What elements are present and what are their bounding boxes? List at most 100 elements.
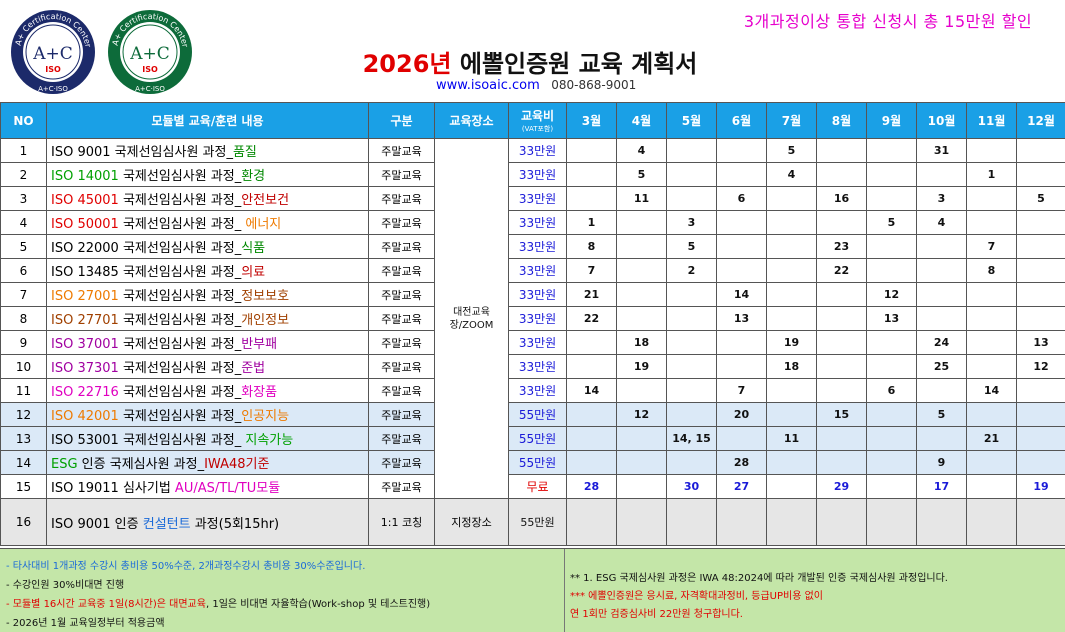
month-date: 22 bbox=[816, 258, 867, 283]
month-date bbox=[716, 426, 767, 451]
course-type: 주말교육 bbox=[368, 306, 435, 331]
month-date bbox=[1016, 282, 1065, 307]
row-number: 3 bbox=[0, 186, 47, 211]
month-date bbox=[1016, 498, 1065, 546]
note-line: - 2026년 1월 교육일정부터 적용금액 bbox=[6, 618, 165, 629]
col-month: 6월 bbox=[716, 102, 767, 139]
table-row: 8 ISO 27701 국제선임심사원 과정_개인정보 주말교육 33만원 22 13 13 bbox=[0, 306, 1065, 331]
website-link[interactable]: www.isoaic.com bbox=[436, 78, 540, 93]
month-date bbox=[966, 450, 1017, 475]
course-name: ISO 19011 심사기법 AU/AS/TL/TU모듈 bbox=[46, 474, 369, 499]
course-code: ISO 50001 bbox=[51, 217, 119, 232]
col-month: 12월 bbox=[1016, 102, 1065, 139]
course-code: ISO 22716 bbox=[51, 385, 119, 400]
phone-number: 080-868-9001 bbox=[551, 78, 637, 92]
month-date bbox=[566, 330, 617, 355]
course-type: 주말교육 bbox=[368, 210, 435, 235]
course-type: 주말교육 bbox=[368, 162, 435, 187]
note-line: - 수강인원 30%비대면 진행 bbox=[6, 580, 125, 591]
table-row: 5 ISO 22000 국제선임심사원 과정_식품 주말교육 33만원 8 5 23 7 bbox=[0, 234, 1065, 259]
month-date: 21 bbox=[566, 282, 617, 307]
month-date bbox=[666, 354, 717, 379]
course-fee: 33만원 bbox=[508, 258, 567, 283]
month-date: 19 bbox=[766, 330, 817, 355]
course-type: 주말교육 bbox=[368, 426, 435, 451]
month-date bbox=[666, 450, 717, 475]
month-date bbox=[616, 378, 667, 403]
col-month: 5월 bbox=[666, 102, 717, 139]
notes-right: ** 1. ESG 국제심사원 과정은 IWA 48:2024에 따라 개발된 … bbox=[565, 549, 1065, 632]
course-mid: 국제선임심사원 과정_ bbox=[118, 193, 242, 208]
month-date bbox=[716, 498, 767, 546]
month-date bbox=[766, 450, 817, 475]
month-date: 27 bbox=[716, 474, 767, 499]
course-type: 주말교육 bbox=[368, 378, 435, 403]
course-code: ESG bbox=[51, 457, 78, 472]
course-mid: 국제선임심사원 과정_ bbox=[118, 385, 242, 400]
col-no: NO bbox=[0, 102, 47, 139]
course-mid: 국제선임심사원 과정_ bbox=[118, 265, 242, 280]
note-line: - 모듈별 16시간 교육중 1일(8시간)은 대면교육, 1일은 비대면 자율… bbox=[6, 595, 430, 610]
row-number: 9 bbox=[0, 330, 47, 355]
logo-sub-text: ISO bbox=[45, 65, 61, 74]
month-date: 6 bbox=[716, 186, 767, 211]
table-row: 7 ISO 27001 국제선임심사원 과정_정보보호 주말교육 33만원 21 14 12 bbox=[0, 282, 1065, 307]
course-fee: 33만원 bbox=[508, 210, 567, 235]
row-number: 6 bbox=[0, 258, 47, 283]
month-date bbox=[916, 282, 967, 307]
course-topic: 환경 bbox=[241, 169, 266, 184]
month-date bbox=[1016, 138, 1065, 163]
month-date bbox=[766, 474, 817, 499]
course-topic: 반부패 bbox=[241, 337, 278, 352]
month-date bbox=[966, 330, 1017, 355]
month-date bbox=[816, 450, 867, 475]
col-month: 10월 bbox=[916, 102, 967, 139]
note-line: - 타사대비 1개과정 수강시 총비용 50%수준, 2개과정수강시 총비용 3… bbox=[6, 561, 366, 572]
course-topic: 품질 bbox=[232, 145, 257, 160]
course-topic: 의료 bbox=[241, 265, 266, 280]
month-date bbox=[966, 474, 1017, 499]
month-date bbox=[716, 330, 767, 355]
month-date bbox=[716, 138, 767, 163]
month-date: 28 bbox=[566, 474, 617, 499]
course-name: ISO 50001 국제선임심사원 과정_ 에너지 bbox=[46, 210, 369, 235]
table-row: 2 ISO 14001 국제선임심사원 과정_환경 주말교육 33만원 5 4 1 bbox=[0, 162, 1065, 187]
month-date bbox=[966, 138, 1017, 163]
header-row: NO 모듈별 교육/훈련 내용 구분 교육장소 교육비 (VAT포함) 3월 4월… bbox=[0, 102, 1065, 139]
month-date bbox=[1016, 402, 1065, 427]
note-line-red: - 모듈별 16시간 교육중 1일(8시간)은 대면교육 bbox=[6, 599, 206, 610]
table-row: 13 ISO 53001 국제선임심사원 과정_ 지속가능 주말교육 55만원 14, … bbox=[0, 426, 1065, 451]
course-topic: 안전보건 bbox=[241, 193, 290, 208]
month-date bbox=[716, 210, 767, 235]
month-date: 21 bbox=[966, 426, 1017, 451]
col-location: 교육장소 bbox=[434, 102, 509, 139]
course-type: 주말교육 bbox=[368, 402, 435, 427]
course-mid: 국제선임심사원 과정_ bbox=[118, 241, 242, 256]
month-date bbox=[916, 258, 967, 283]
course-fee: 55만원 bbox=[508, 450, 567, 475]
table-row: 16 ISO 9001 인증 컨설턴트 과정(5회15hr) 1:1 코칭 지정장소 5… bbox=[0, 498, 1065, 546]
month-date bbox=[866, 474, 917, 499]
month-date: 14 bbox=[966, 378, 1017, 403]
month-date bbox=[866, 186, 917, 211]
month-date bbox=[866, 402, 917, 427]
row-number: 7 bbox=[0, 282, 47, 307]
course-name: ISO 14001 국제선임심사원 과정_환경 bbox=[46, 162, 369, 187]
row-number: 15 bbox=[0, 474, 47, 499]
course-topic: 준법 bbox=[241, 361, 266, 376]
course-topic: AU/AS/TL/TU모듈 bbox=[174, 481, 281, 496]
note-line: 연 1회만 검증심사비 22만원 청구합니다. bbox=[570, 609, 743, 620]
month-date: 19 bbox=[1016, 474, 1065, 499]
course-code: ISO 14001 bbox=[51, 169, 119, 184]
month-date bbox=[616, 450, 667, 475]
course-name: ISO 22000 국제선임심사원 과정_식품 bbox=[46, 234, 369, 259]
col-month: 7월 bbox=[766, 102, 817, 139]
month-date bbox=[816, 330, 867, 355]
course-type: 주말교육 bbox=[368, 474, 435, 499]
course-topic: 에너지 bbox=[245, 217, 282, 232]
month-date bbox=[816, 426, 867, 451]
table-row: 9 ISO 37001 국제선임심사원 과정_반부패 주말교육 33만원 18 19 24 1… bbox=[0, 330, 1065, 355]
month-date bbox=[766, 402, 817, 427]
month-date bbox=[1016, 450, 1065, 475]
month-date: 5 bbox=[1016, 186, 1065, 211]
